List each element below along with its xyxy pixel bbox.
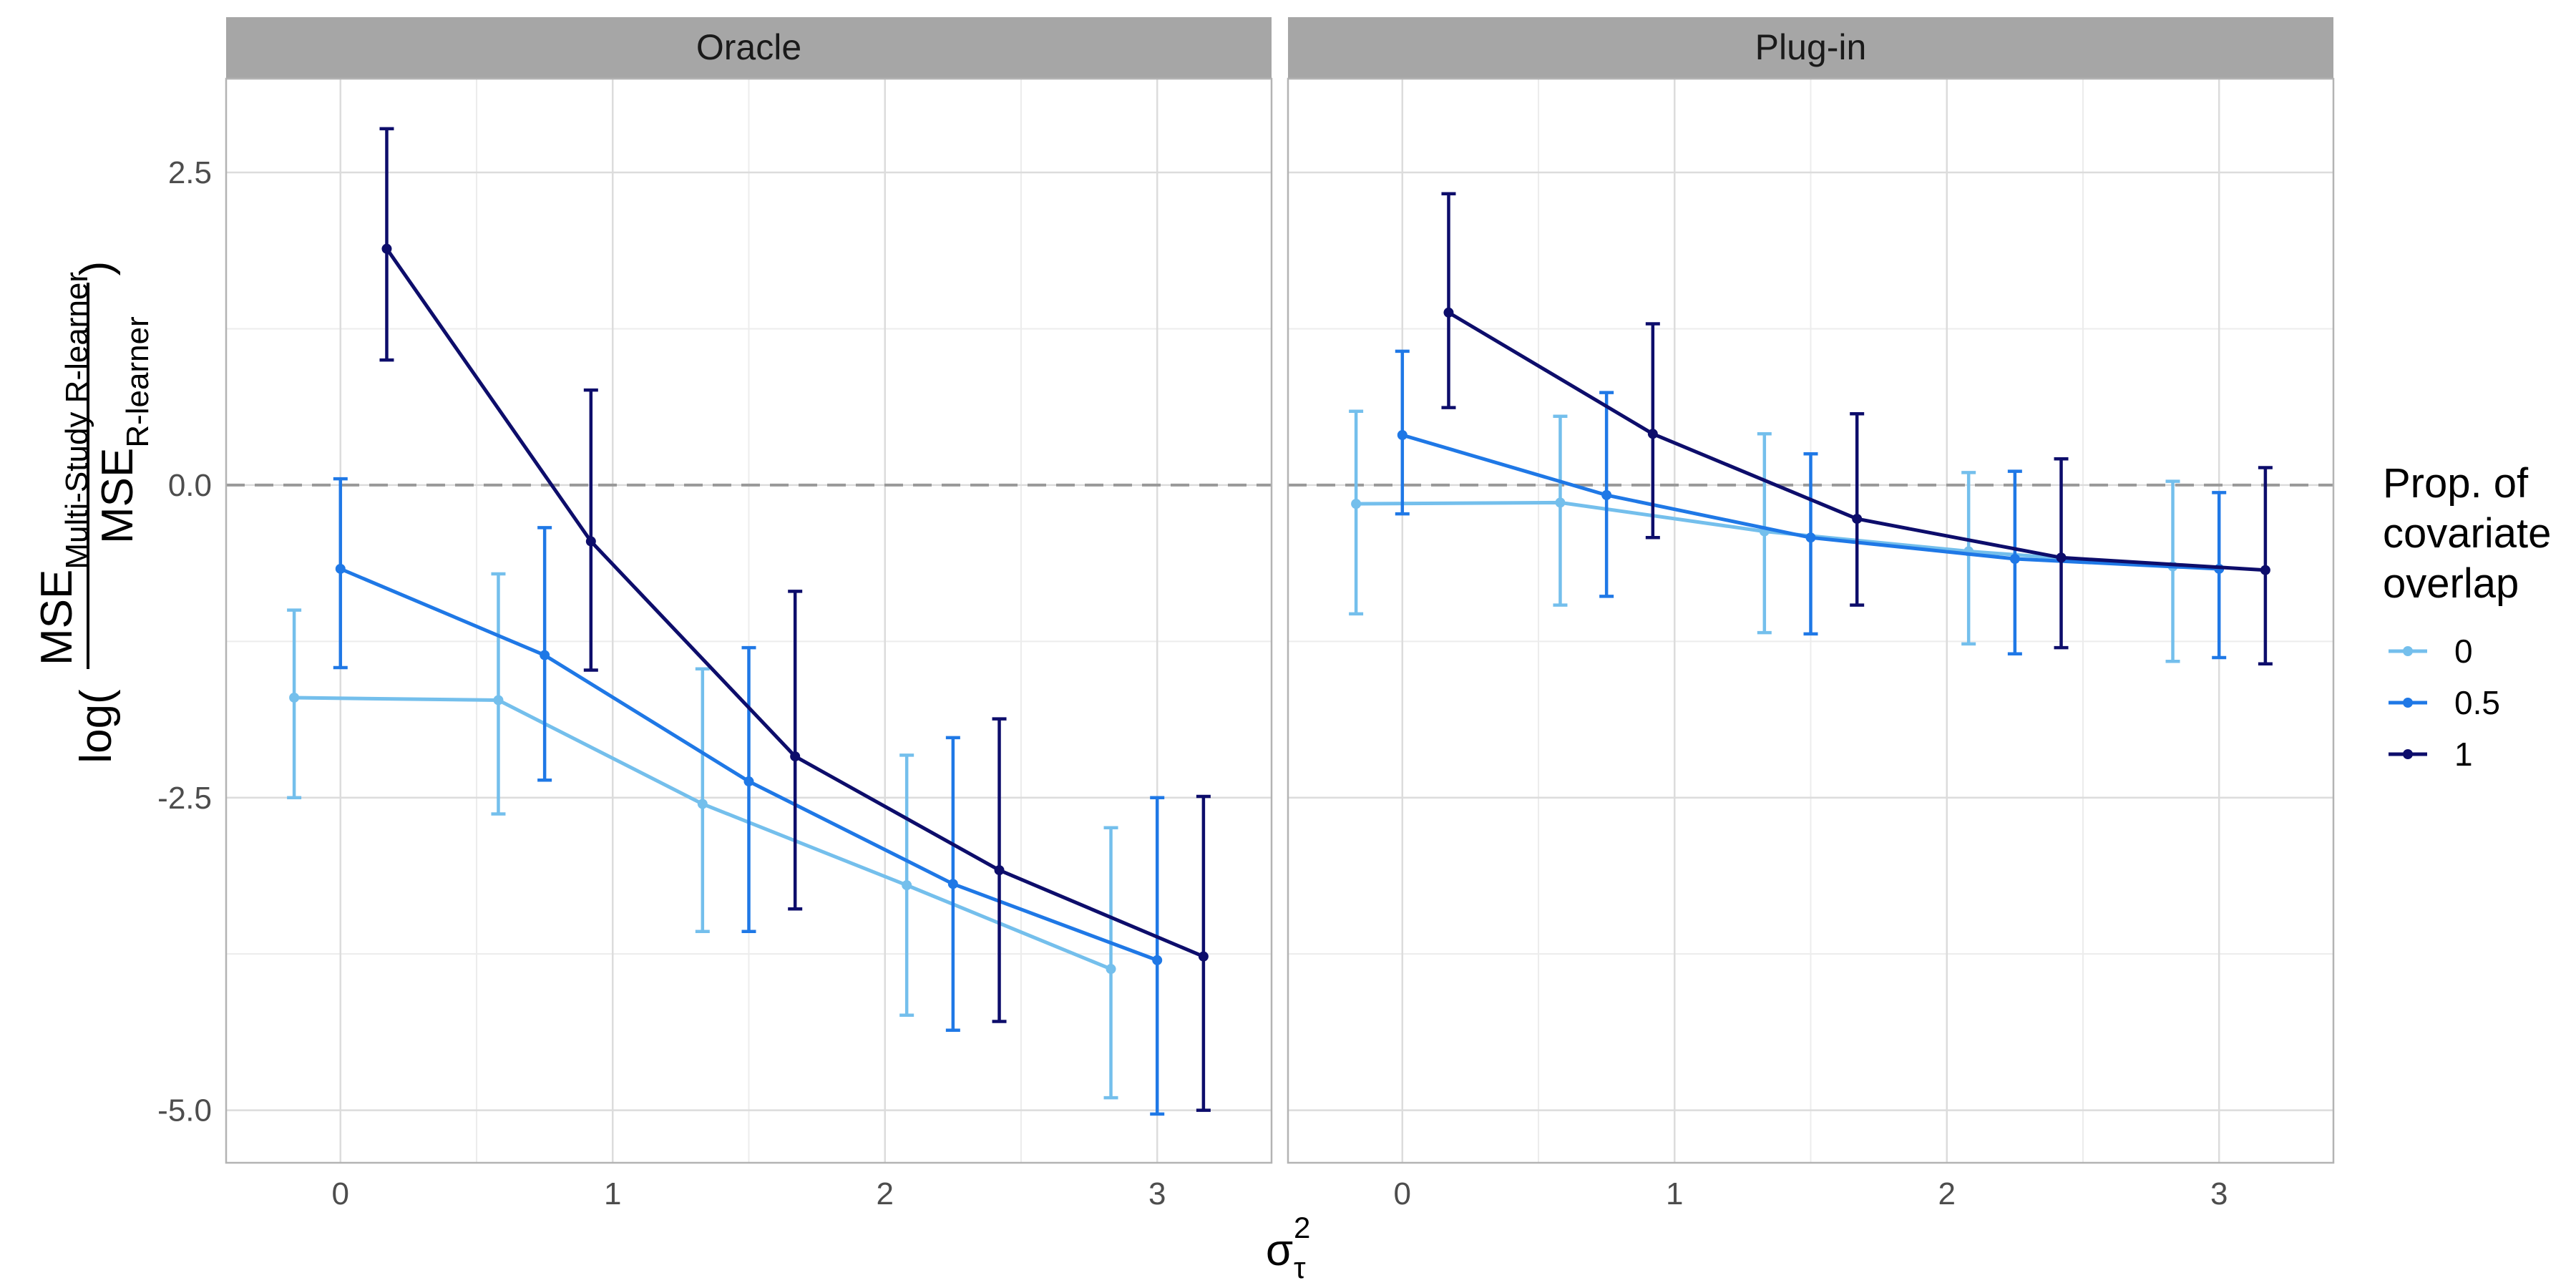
data-point (1852, 514, 1863, 525)
data-point (1805, 532, 1816, 543)
y-tick-label: -2.5 (157, 781, 212, 816)
data-point (2009, 554, 2020, 565)
data-point (1198, 951, 1209, 962)
series-1-oracle (379, 127, 1211, 1112)
x-tick-label: 0 (332, 1176, 349, 1211)
legend-title-line-3: overlap (2383, 560, 2519, 607)
y-tick-label: -5.0 (157, 1093, 212, 1128)
legend: Prop. of covariate overlap 00.51 (2383, 460, 2551, 773)
data-point (1106, 964, 1116, 975)
data-point (790, 751, 801, 762)
data-point (1397, 430, 1407, 441)
series-0-5-oracle (333, 477, 1165, 1116)
data-point (1555, 497, 1566, 508)
series-0-oracle (287, 572, 1118, 1100)
minor-gridlines-oracle (226, 79, 1272, 1163)
data-point (335, 563, 346, 574)
x-label-superscript: 2 (1294, 1211, 1310, 1244)
x-label-symbol: σ (1266, 1226, 1293, 1275)
data-point (2260, 565, 2270, 575)
legend-title-line-1: Prop. of (2383, 460, 2529, 507)
x-label-subscript: τ (1294, 1251, 1306, 1284)
legend-label: 1 (2454, 736, 2473, 773)
legend-key-point (2403, 749, 2413, 759)
x-tick-label: 3 (1148, 1176, 1166, 1211)
legend-item-0-5: 0.5 (2389, 684, 2500, 721)
x-axis-label: σ 2 τ (1266, 1211, 1310, 1284)
x-tick-label: 2 (876, 1176, 893, 1211)
y-tick-label: 0.0 (168, 468, 212, 503)
data-point (994, 865, 1005, 876)
strip-oracle (226, 17, 1272, 79)
legend-item-1: 1 (2389, 736, 2473, 773)
data-point (1443, 307, 1454, 318)
data-point (2056, 552, 2067, 563)
data-point (1351, 499, 1362, 509)
data-point (493, 695, 504, 706)
data-point (1647, 429, 1658, 439)
x-tick-label: 0 (1394, 1176, 1411, 1211)
legend-key-point (2403, 698, 2413, 708)
data-point (585, 536, 596, 547)
legend-label: 0 (2454, 633, 2473, 670)
data-point (289, 692, 300, 703)
y-label-denominator: MSER-learner (93, 316, 155, 544)
legend-items: 00.51 (2389, 633, 2500, 773)
strip-label-oracle: Oracle (696, 27, 801, 67)
strip-plug-in (1288, 17, 2333, 79)
x-tick-label: 1 (1666, 1176, 1683, 1211)
y-label-suffix: ) (72, 261, 121, 276)
facet-panels: Oracle 0 1 2 3 Plug-in 0 1 2 3 2.5 0.0 -2.5 -5.0 (157, 17, 2335, 1211)
panel-plug-in: Plug-in 0 1 2 3 (1287, 17, 2335, 1211)
y-label-denominator-sub: R-learner (120, 316, 155, 447)
series-1-plug-in (1441, 192, 2273, 666)
legend-item-0: 0 (2389, 633, 2473, 670)
legend-key-point (2403, 646, 2413, 656)
panel-oracle: Oracle 0 1 2 3 (225, 17, 1273, 1211)
series-0-plug-in (1349, 409, 2180, 663)
data-point (947, 879, 958, 889)
data-point (540, 650, 550, 660)
x-tick-label: 2 (1938, 1176, 1955, 1211)
y-label-numerator: MSEMulti-Study R-learner (32, 272, 94, 665)
x-tick-label: 3 (2210, 1176, 2228, 1211)
legend-title-line-2: covariate (2383, 510, 2551, 557)
legend-label: 0.5 (2454, 684, 2500, 721)
panel-border-oracle (225, 77, 1273, 1164)
y-tick-label: 2.5 (168, 155, 212, 190)
y-label-numerator-main: MSE (32, 570, 82, 665)
y-label-denominator-main: MSE (93, 448, 142, 544)
strip-label-plug-in: Plug-in (1755, 27, 1867, 67)
data-point (902, 880, 912, 891)
data-point (743, 776, 754, 787)
data-point (381, 243, 392, 254)
data-point (1152, 955, 1163, 965)
data-point (1601, 489, 1612, 500)
data-point (697, 799, 708, 809)
panel-border-plug-in (1287, 77, 2335, 1164)
y-label-prefix: log( (72, 689, 121, 763)
x-tick-label: 1 (604, 1176, 621, 1211)
y-axis-label: log( MSEMulti-Study R-learner MSER-learn… (32, 261, 155, 763)
